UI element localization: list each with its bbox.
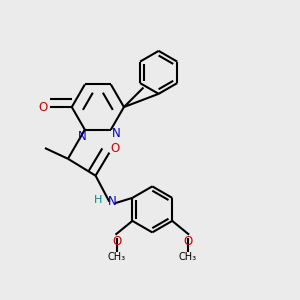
Text: N: N — [77, 130, 86, 143]
Text: CH₃: CH₃ — [178, 252, 196, 262]
Text: O: O — [111, 142, 120, 154]
Text: CH₃: CH₃ — [108, 252, 126, 262]
Text: N: N — [107, 195, 116, 208]
Text: O: O — [112, 235, 122, 248]
Text: N: N — [111, 127, 120, 140]
Text: H: H — [94, 195, 102, 205]
Text: O: O — [183, 235, 192, 248]
Text: O: O — [38, 100, 47, 114]
